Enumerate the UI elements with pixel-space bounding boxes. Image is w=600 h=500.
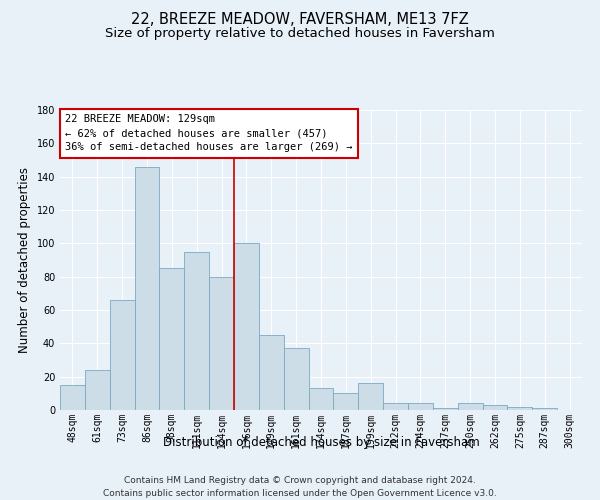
Bar <box>134 166 160 410</box>
Bar <box>110 300 134 410</box>
Bar <box>184 252 209 410</box>
Text: Size of property relative to detached houses in Faversham: Size of property relative to detached ho… <box>105 28 495 40</box>
Y-axis label: Number of detached properties: Number of detached properties <box>18 167 31 353</box>
Bar <box>85 370 110 410</box>
Bar <box>508 406 532 410</box>
Text: Distribution of detached houses by size in Faversham: Distribution of detached houses by size … <box>163 436 479 449</box>
Bar <box>482 405 508 410</box>
Bar <box>259 335 284 410</box>
Bar <box>160 268 184 410</box>
Bar <box>209 276 234 410</box>
Bar <box>458 404 482 410</box>
Bar <box>308 388 334 410</box>
Bar <box>60 385 85 410</box>
Bar <box>234 244 259 410</box>
Text: 22 BREEZE MEADOW: 129sqm
← 62% of detached houses are smaller (457)
36% of semi-: 22 BREEZE MEADOW: 129sqm ← 62% of detach… <box>65 114 353 152</box>
Bar <box>383 404 408 410</box>
Bar <box>408 404 433 410</box>
Bar <box>284 348 308 410</box>
Bar <box>532 408 557 410</box>
Bar <box>334 394 358 410</box>
Text: Contains HM Land Registry data © Crown copyright and database right 2024.
Contai: Contains HM Land Registry data © Crown c… <box>103 476 497 498</box>
Text: 22, BREEZE MEADOW, FAVERSHAM, ME13 7FZ: 22, BREEZE MEADOW, FAVERSHAM, ME13 7FZ <box>131 12 469 28</box>
Bar <box>433 408 458 410</box>
Bar <box>358 384 383 410</box>
